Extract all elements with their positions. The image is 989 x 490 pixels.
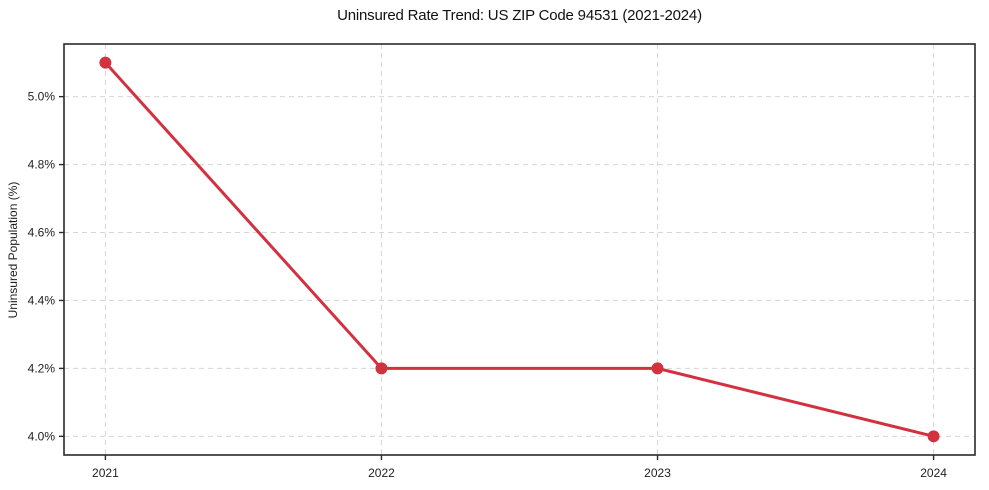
data-point-marker (99, 56, 112, 69)
x-tick-label: 2024 (920, 466, 947, 480)
trend-line (103, 61, 936, 438)
y-tick-label: 4.8% (28, 158, 56, 172)
data-point-marker (375, 362, 388, 375)
plot-background (64, 44, 975, 455)
y-tick-label: 4.0% (28, 429, 56, 443)
chart-title: Uninsured Rate Trend: US ZIP Code 94531 … (337, 7, 702, 24)
x-tick-label: 2022 (368, 466, 395, 480)
y-tick-label: 4.6% (28, 226, 56, 240)
axes-frame (63, 43, 976, 456)
y-tick-label: 4.4% (28, 293, 56, 307)
data-point-marker (927, 430, 940, 443)
data-point-marker (651, 362, 664, 375)
x-tick-label: 2021 (92, 466, 119, 480)
y-tick-label: 5.0% (28, 90, 56, 104)
x-tick-label: 2023 (644, 466, 671, 480)
y-tick-label: 4.2% (28, 361, 56, 375)
